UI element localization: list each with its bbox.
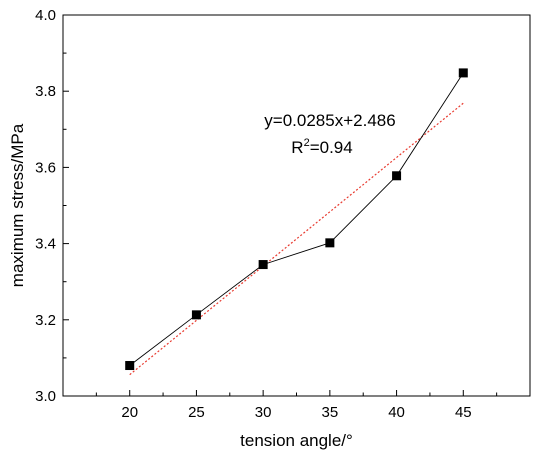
y-tick-label: 3.2	[35, 312, 56, 329]
data-point	[325, 238, 335, 248]
data-point	[458, 68, 468, 78]
data-point	[125, 361, 135, 371]
y-tick-label: 3.4	[35, 236, 56, 253]
x-tick-label: 45	[455, 404, 472, 421]
x-tick-label: 30	[255, 404, 272, 421]
r-squared-superscript: 2	[304, 137, 310, 149]
y-tick-label: 4.0	[35, 7, 56, 24]
r-squared-annotation: R2=0.94	[291, 137, 352, 157]
r-squared-value: =0.94	[310, 138, 353, 157]
r-squared-prefix: R	[291, 138, 303, 157]
x-axis-ticks: 20 25 30 35 40 45	[62, 390, 531, 421]
x-tick-label: 35	[322, 404, 339, 421]
fit-equation: y=0.0285x+2.486	[264, 111, 395, 130]
y-tick-label: 3.6	[35, 159, 56, 176]
data-point	[392, 171, 402, 181]
y-tick-label: 3.8	[35, 83, 56, 100]
data-point	[258, 260, 268, 270]
x-tick-label: 25	[188, 404, 205, 421]
x-axis-label: tension angle/°	[240, 431, 353, 450]
y-axis-ticks: 3.0 3.2 3.4 3.6 3.8 4.0	[35, 7, 69, 405]
data-point	[191, 310, 201, 320]
y-axis-label: maximum stress/MPa	[8, 123, 27, 287]
x-tick-label: 20	[121, 404, 138, 421]
series-line	[129, 72, 464, 366]
x-tick-label: 40	[388, 404, 405, 421]
y-tick-label: 3.0	[35, 388, 56, 405]
series-layer	[125, 68, 468, 371]
